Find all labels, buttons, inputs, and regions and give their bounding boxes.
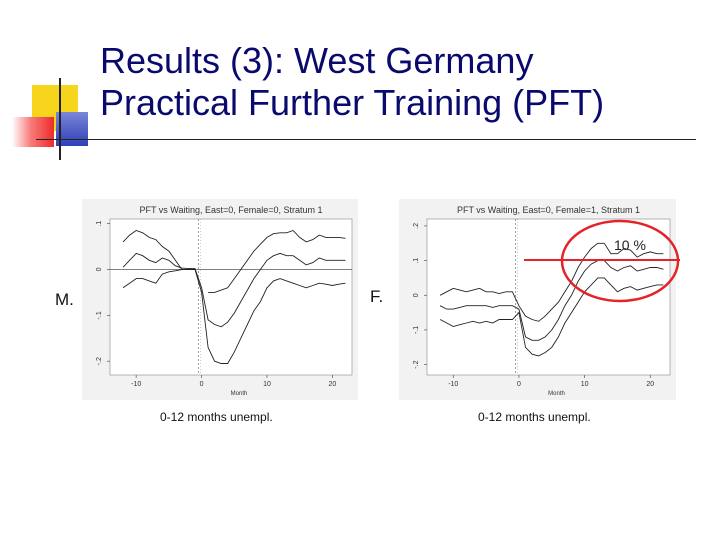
y-tick-label: 0 <box>96 267 103 271</box>
series-line-estimate <box>122 252 346 328</box>
series-line-lower <box>439 277 664 357</box>
title-line-2: Practical Further Training (PFT) <box>100 82 605 123</box>
chart-right: PFT vs Waiting, East=0, Female=1, Stratu… <box>413 205 671 397</box>
plot-area <box>426 218 671 376</box>
x-tick-label: 20 <box>646 381 654 388</box>
y-tick-label: .1 <box>413 258 420 264</box>
deco-horizontal-line <box>36 139 696 140</box>
series-line-lower <box>122 269 346 364</box>
y-tick-label: -.2 <box>96 357 103 365</box>
slide-title: Results (3): West Germany Practical Furt… <box>100 40 700 124</box>
y-tick-label: .2 <box>413 223 420 229</box>
left-caption: 0-12 months unempl. <box>160 410 273 424</box>
chart-left: PFT vs Waiting, East=0, Female=0, Stratu… <box>96 205 353 397</box>
chart-panel-right: PFT vs Waiting, East=0, Female=1, Stratu… <box>399 199 676 400</box>
y-tick-label: -.2 <box>413 360 420 368</box>
deco-red-square <box>12 117 54 147</box>
x-tick-label: 10 <box>263 381 271 388</box>
x-tick-label: 20 <box>328 381 336 388</box>
x-tick-label: 0 <box>517 381 521 388</box>
x-axis-label: Month <box>231 391 248 397</box>
right-group-label: F. <box>370 287 384 306</box>
chart-title: PFT vs Waiting, East=0, Female=1, Stratu… <box>457 205 640 215</box>
chart-title: PFT vs Waiting, East=0, Female=0, Stratu… <box>139 205 322 215</box>
series-line-upper <box>439 242 664 322</box>
y-tick-label: 0 <box>413 293 420 297</box>
x-tick-label: 10 <box>581 381 589 388</box>
series-line-estimate <box>439 260 664 341</box>
x-tick-label: 0 <box>200 381 204 388</box>
y-tick-label: -.1 <box>413 326 420 334</box>
left-group-label: M. <box>55 290 74 309</box>
deco-vertical-line <box>59 78 61 160</box>
x-axis-label: Month <box>548 391 565 397</box>
x-tick-label: -10 <box>131 381 141 388</box>
x-tick-label: -10 <box>448 381 458 388</box>
plot-area <box>109 218 353 376</box>
chart-panel-left: PFT vs Waiting, East=0, Female=0, Stratu… <box>82 199 358 400</box>
y-tick-label: -.1 <box>96 311 103 319</box>
title-line-1: Results (3): West Germany <box>100 40 534 81</box>
right-caption: 0-12 months unempl. <box>478 410 591 424</box>
deco-blue-square <box>56 112 88 146</box>
y-tick-label: .1 <box>96 221 103 227</box>
annotation-label: 10 % <box>614 237 646 253</box>
